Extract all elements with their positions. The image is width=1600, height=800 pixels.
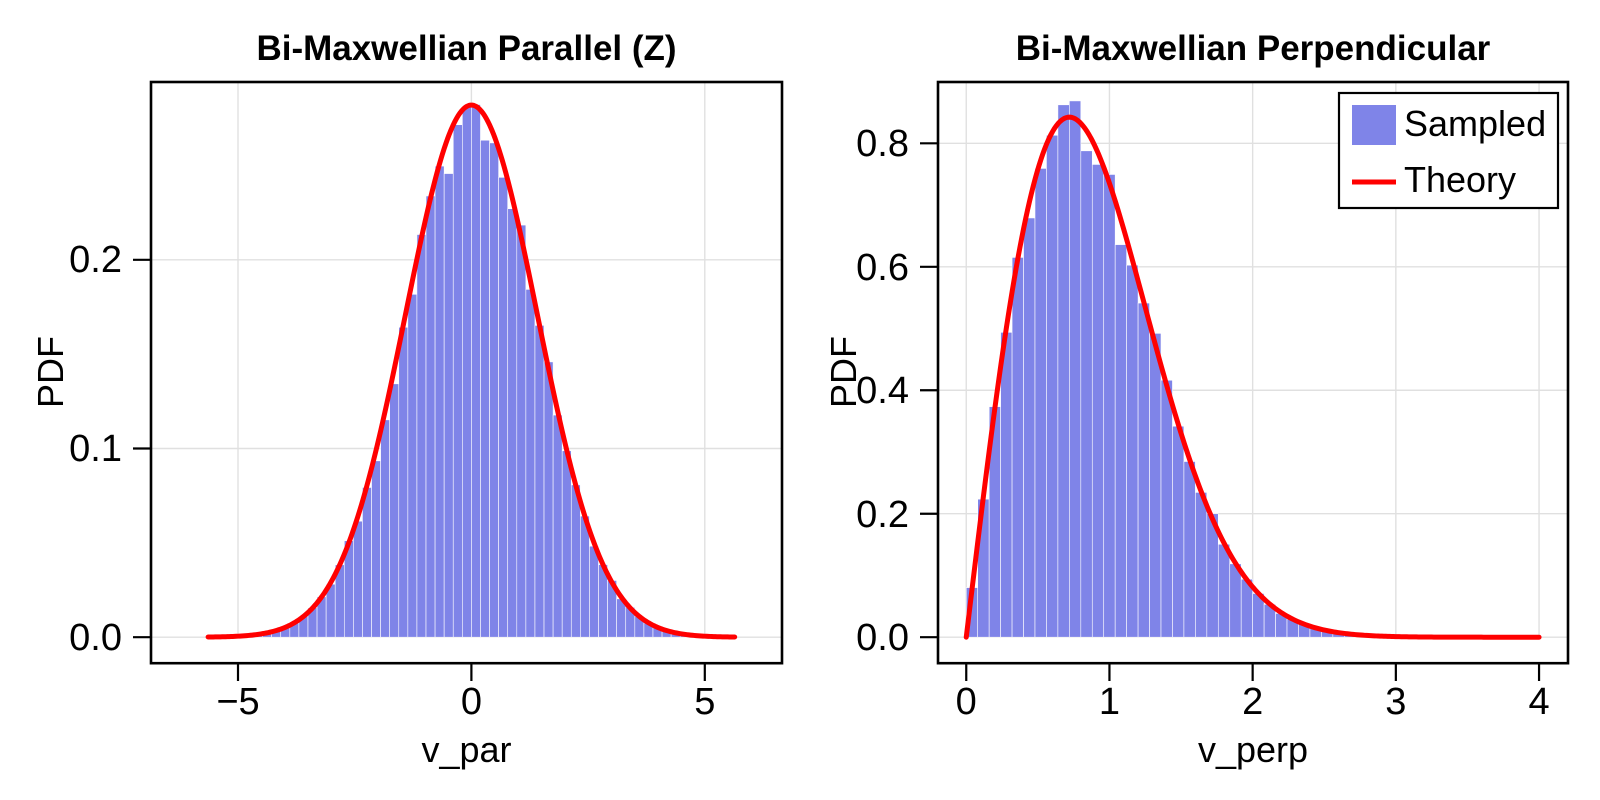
svg-text:v_par: v_par: [421, 729, 511, 770]
svg-text:0.1: 0.1: [69, 428, 122, 470]
svg-text:0.0: 0.0: [69, 617, 122, 659]
svg-text:0.6: 0.6: [856, 247, 909, 289]
svg-text:PDF: PDF: [823, 336, 864, 408]
svg-text:0: 0: [461, 681, 482, 723]
svg-text:0.2: 0.2: [69, 239, 122, 281]
svg-text:2: 2: [1242, 681, 1263, 723]
svg-text:3: 3: [1385, 681, 1406, 723]
svg-text:5: 5: [694, 681, 715, 723]
svg-text:Bi-Maxwellian Parallel (Z): Bi-Maxwellian Parallel (Z): [256, 29, 676, 68]
svg-text:0.2: 0.2: [856, 494, 909, 536]
svg-text:v_perp: v_perp: [1198, 729, 1308, 770]
svg-text:−5: −5: [216, 681, 259, 723]
svg-text:Theory: Theory: [1404, 159, 1516, 200]
svg-text:Bi-Maxwellian Perpendicular: Bi-Maxwellian Perpendicular: [1016, 29, 1491, 68]
svg-text:1: 1: [1099, 681, 1120, 723]
svg-text:Sampled: Sampled: [1404, 103, 1546, 144]
svg-text:0.0: 0.0: [856, 617, 909, 659]
svg-text:0.8: 0.8: [856, 123, 909, 165]
svg-text:PDF: PDF: [30, 336, 71, 408]
svg-text:4: 4: [1528, 681, 1549, 723]
svg-text:0.4: 0.4: [856, 370, 909, 412]
svg-text:0: 0: [956, 681, 977, 723]
